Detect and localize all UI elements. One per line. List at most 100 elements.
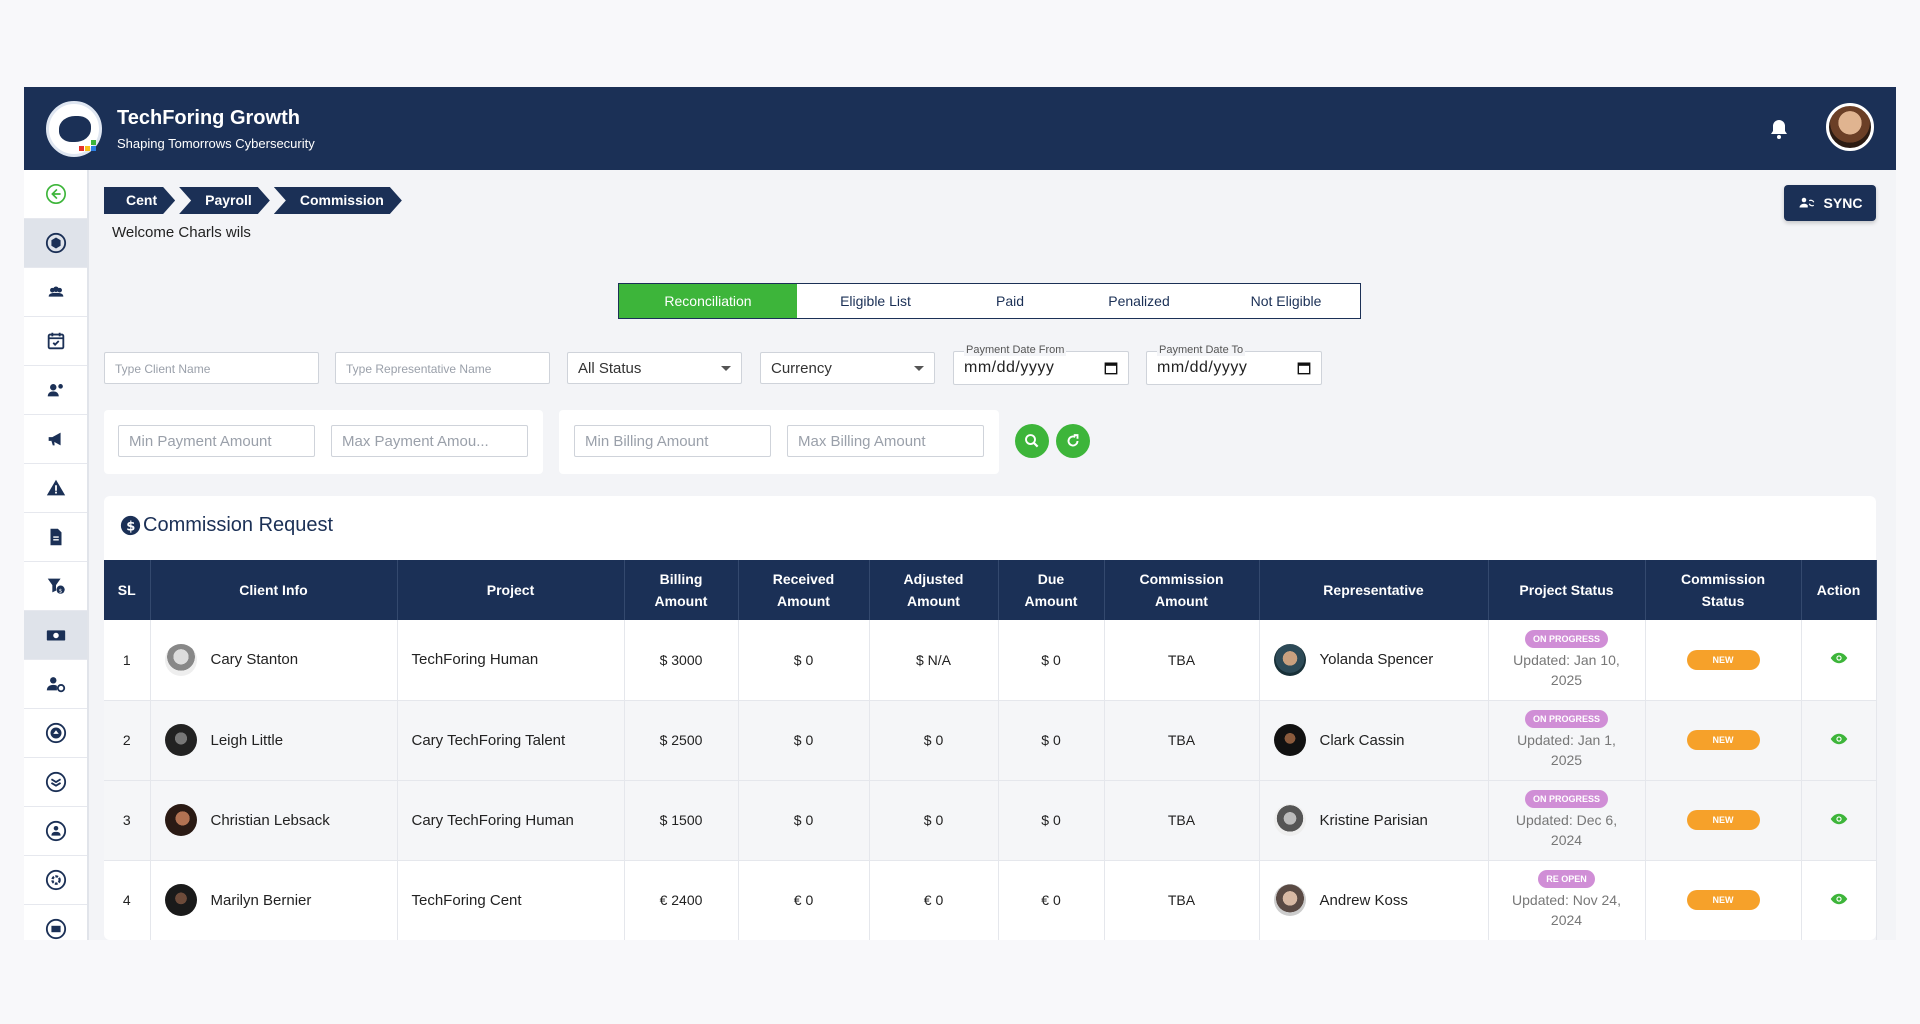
sidebar-item-documents[interactable] (24, 513, 87, 562)
sidebar-item-profile[interactable] (24, 807, 87, 856)
due-amount: $ 0 (998, 700, 1105, 781)
breadcrumb-cent[interactable]: Cent (104, 187, 175, 214)
sidebar-item-settings[interactable] (24, 856, 87, 905)
received-amount: € 0 (738, 860, 870, 940)
badge-icon-3 (45, 820, 66, 842)
max-payment-amount-input[interactable] (331, 425, 528, 457)
commission-status-badge[interactable]: NEW (1686, 810, 1760, 830)
dollar-circle-icon: $ (120, 515, 141, 536)
received-amount: $ 0 (738, 620, 870, 701)
welcome-message: Welcome Charls wils (112, 224, 251, 241)
commission-amount: TBA (1104, 620, 1260, 701)
billing-amount: $ 1500 (624, 780, 739, 861)
min-payment-amount-input[interactable] (118, 425, 315, 457)
sidebar-item-users[interactable] (24, 366, 87, 415)
commission-status-badge[interactable]: NEW (1686, 649, 1760, 670)
app-window: TechForing Growth Shaping Tomorrows Cybe… (24, 87, 1896, 940)
view-eye-icon[interactable] (1830, 890, 1848, 911)
svg-text:$: $ (126, 519, 135, 534)
avatar (1273, 884, 1306, 916)
calendar-picker-icon[interactable] (1104, 361, 1118, 375)
view-eye-icon[interactable] (1830, 730, 1848, 751)
calendar-picker-icon[interactable] (1297, 361, 1311, 375)
commission-status-badge[interactable]: NEW (1686, 730, 1760, 750)
sync-users-icon (1799, 197, 1814, 208)
payment-date-to-label: Payment Date To (1157, 344, 1246, 356)
header-commission-amount: Commission Amount (1104, 560, 1260, 620)
chevron-down-icon (914, 365, 924, 371)
commission-table: SL Client Info Project Billing Amount Rec… (104, 560, 1877, 940)
tab-eligible-list[interactable]: Eligible List (840, 293, 911, 309)
header-due-amount: Due Amount (998, 560, 1105, 620)
breadcrumb-payroll[interactable]: Payroll (179, 187, 270, 214)
header-client-info: Client Info (150, 560, 398, 620)
sidebar-item-dashboard[interactable] (24, 219, 87, 268)
view-eye-icon[interactable] (1830, 810, 1848, 831)
bell-icon[interactable] (1767, 117, 1791, 141)
card-title: $ Commission Request (120, 514, 333, 537)
sidebar-item-user-settings[interactable] (24, 660, 87, 709)
tab-reconciliation[interactable]: Reconciliation (619, 284, 797, 318)
sidebar-item-payroll[interactable] (24, 611, 87, 660)
megaphone-icon (48, 432, 61, 446)
sidebar-item-calendar[interactable] (24, 317, 87, 366)
document-icon (50, 528, 61, 546)
tab-penalized[interactable]: Penalized (1108, 293, 1170, 309)
header-project-status: Project Status (1488, 560, 1646, 620)
adjusted-amount: $ 0 (869, 780, 999, 861)
badge-icon-1 (45, 722, 66, 744)
user-avatar[interactable] (1826, 103, 1874, 151)
client-name: Leigh Little (210, 731, 284, 749)
sidebar-item-team[interactable] (24, 268, 87, 317)
currency-select[interactable]: Currency (760, 352, 935, 384)
calendar-icon (47, 332, 64, 350)
breadcrumb-commission[interactable]: Commission (274, 187, 402, 214)
min-billing-amount-input[interactable] (574, 425, 771, 457)
project-name: TechForing Cent (397, 860, 625, 940)
header-representative: Representative (1259, 560, 1489, 620)
brand-logo[interactable] (46, 101, 102, 157)
sidebar-item-campaigns[interactable] (24, 415, 87, 464)
sidebar-item-alerts[interactable] (24, 464, 87, 513)
table-row: 3 Christian Lebsack Cary TechForing Huma… (104, 780, 1877, 861)
payment-date-to-value: mm/dd/yyyy (1157, 359, 1248, 376)
adjusted-amount: $ 0 (869, 700, 999, 781)
max-billing-amount-input[interactable] (787, 425, 984, 457)
sidebar-item-growth[interactable] (24, 709, 87, 758)
breadcrumb: Cent Payroll Commission (104, 187, 406, 214)
row-sl: 3 (104, 780, 151, 861)
cash-icon (46, 630, 65, 641)
payment-date-from-field[interactable]: Payment Date From mm/dd/yyyy (953, 344, 1129, 385)
row-sl: 2 (104, 700, 151, 781)
representative-name: Yolanda Spencer (1319, 651, 1434, 669)
representative-name-input[interactable] (335, 352, 550, 384)
project-status-badge: ON PROGRESS (1524, 790, 1608, 809)
reset-button[interactable] (1056, 424, 1090, 458)
back-button[interactable] (24, 170, 87, 219)
search-button[interactable] (1015, 424, 1049, 458)
tab-not-eligible[interactable]: Not Eligible (1250, 293, 1322, 309)
table-row: 2 Leigh Little Cary TechForing Talent $ … (104, 700, 1877, 781)
sync-button[interactable]: SYNC (1784, 185, 1876, 221)
sidebar-item-rewards[interactable] (24, 758, 87, 807)
settings-icon (45, 869, 66, 891)
sidebar-item-mail[interactable] (24, 905, 87, 940)
header-action: Action (1801, 560, 1877, 620)
avatar (164, 724, 197, 756)
view-eye-icon[interactable] (1830, 649, 1848, 670)
table-row: 1 Cary Stanton TechForing Human $ 3000 $… (104, 620, 1877, 701)
tab-paid[interactable]: Paid (995, 293, 1025, 309)
mail-icon (45, 918, 66, 940)
commission-status-badge[interactable]: NEW (1686, 890, 1760, 910)
avatar (1273, 804, 1306, 836)
avatar (164, 643, 197, 676)
client-name-input[interactable] (104, 352, 319, 384)
sidebar-item-finance-filter[interactable]: $ (24, 562, 87, 611)
status-select[interactable]: All Status (567, 352, 742, 384)
tab-bar: Reconciliation Eligible List Paid Penali… (618, 283, 1361, 319)
payment-date-to-field[interactable]: Payment Date To mm/dd/yyyy (1146, 344, 1322, 385)
header-adjusted-amount: Adjusted Amount (869, 560, 999, 620)
header-sl: SL (104, 560, 151, 620)
card-title-text: Commission Request (143, 514, 334, 536)
representative-name: Kristine Parisian (1319, 811, 1428, 829)
